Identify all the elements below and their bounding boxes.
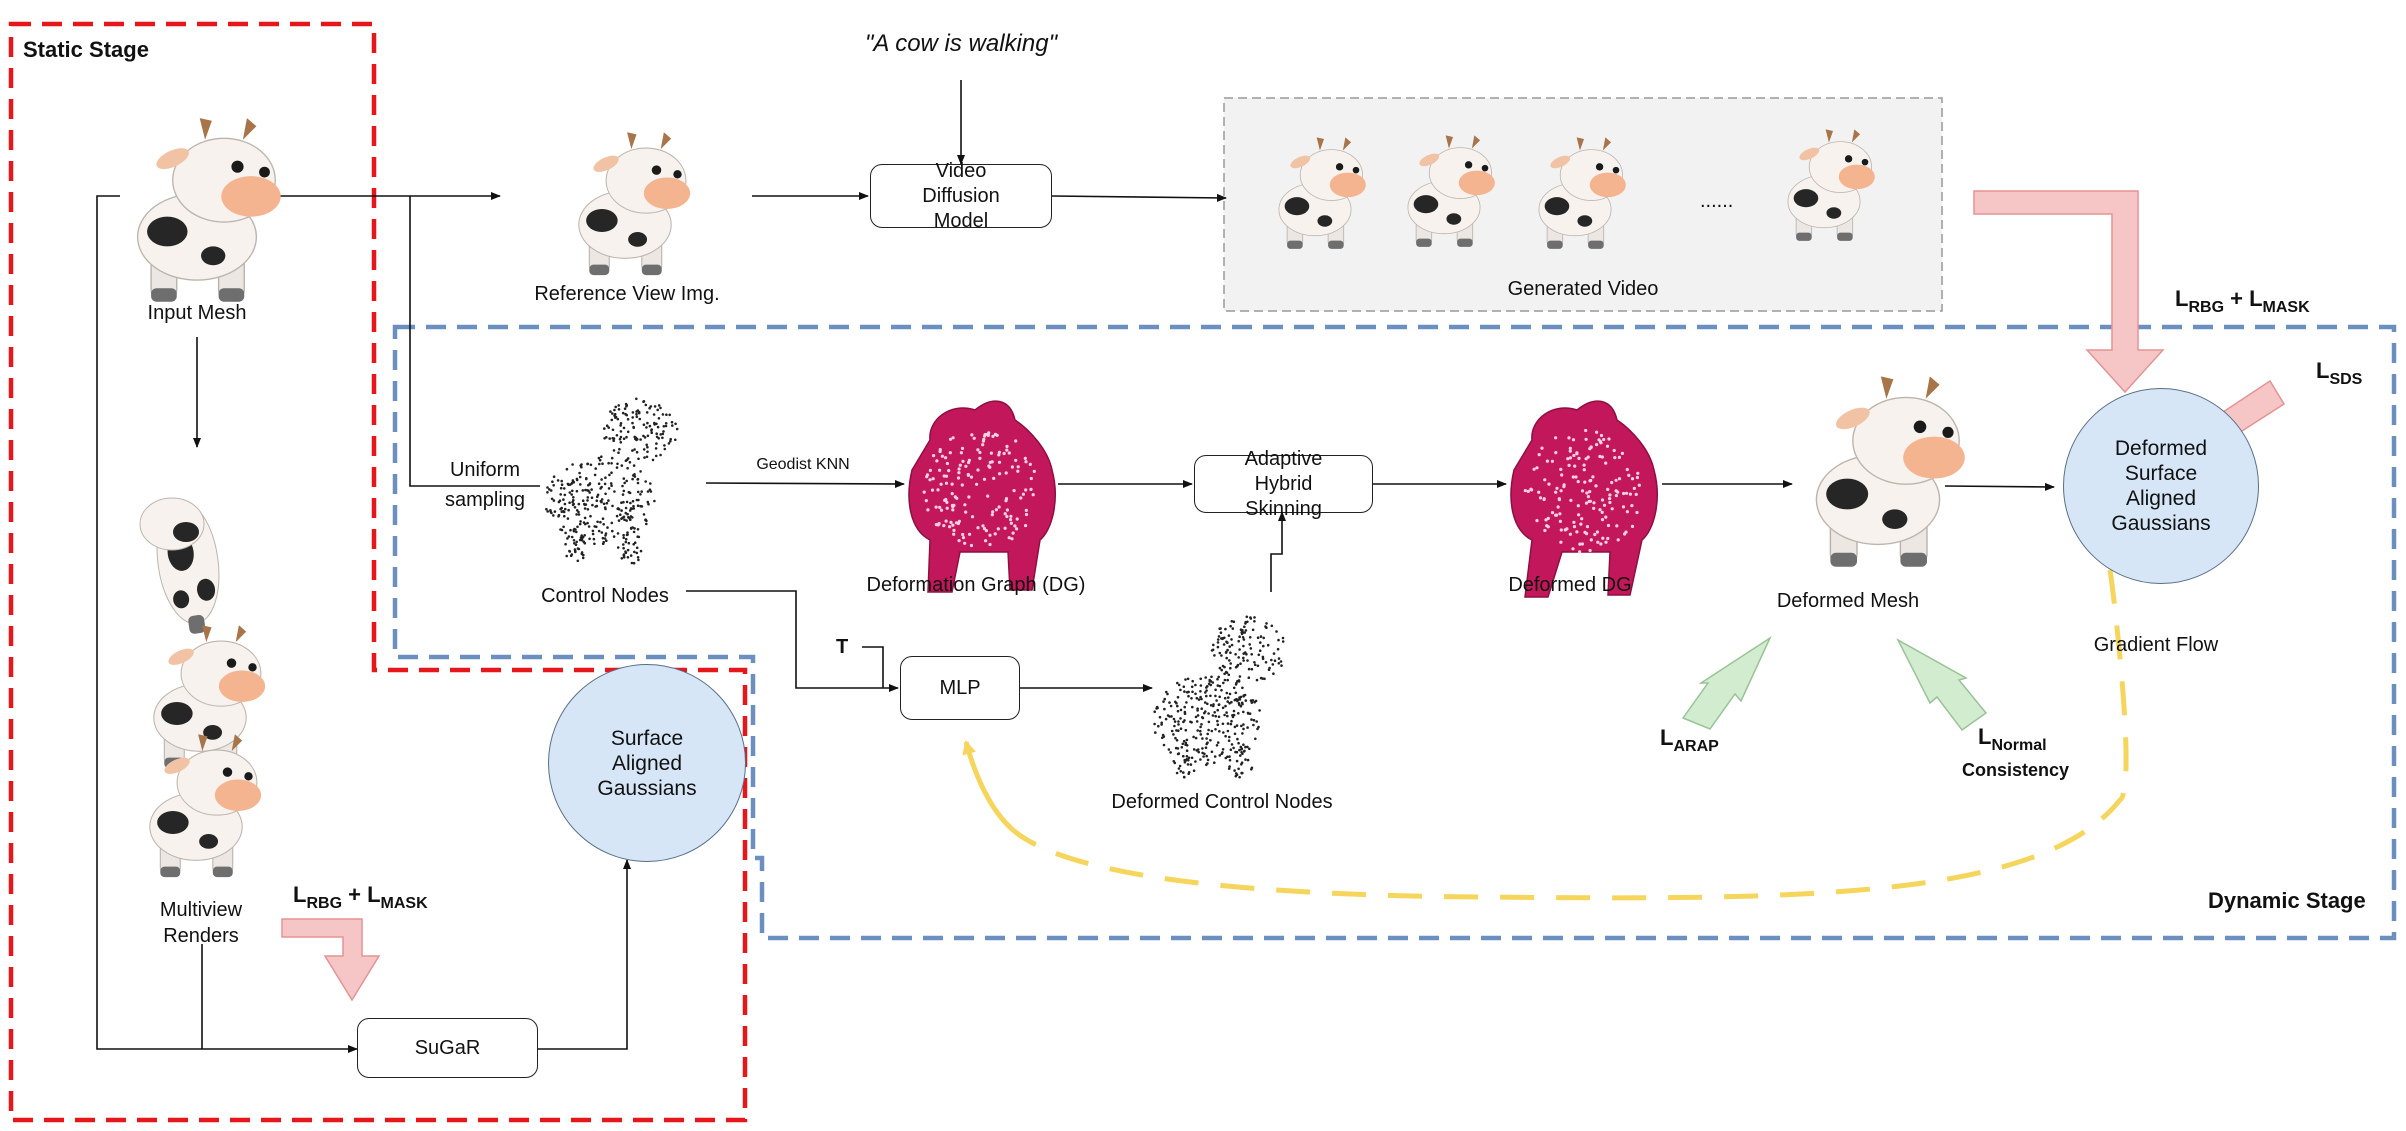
sugar-box: SuGaR xyxy=(357,1018,538,1078)
video-ellipsis: ...... xyxy=(1700,190,1734,212)
loss-normal-line2: Consistency xyxy=(1962,760,2070,780)
mlp-box: MLP xyxy=(900,656,1020,720)
sugar-label: SuGaR xyxy=(414,1036,481,1059)
arrow-t-to-mlp xyxy=(862,646,884,688)
adaptive-skinning-box: Adaptive Hybrid Skinning xyxy=(1194,448,1373,520)
deformed-gaussians-circle: Deformed Surface Aligned Gaussians xyxy=(2063,388,2259,584)
arrow-control-to-dg xyxy=(705,479,905,488)
deformation-graph-shape xyxy=(908,400,1056,593)
loss-video-rgb-mask: LRBG + LMASK xyxy=(2175,286,2310,316)
t-input-label: T xyxy=(836,636,849,658)
line-to-uniform-sampling xyxy=(409,196,540,487)
loss-arap: LARAP xyxy=(1660,725,1719,755)
surface-gaussians-circle: Surface Aligned Gaussians xyxy=(548,664,746,862)
dynamic-stage-border xyxy=(392,324,2397,941)
video-diffusion-box: Video Diffusion Model xyxy=(870,160,1052,232)
loss-normal: LNormal xyxy=(1978,724,2047,754)
loss-arrow-normal xyxy=(1896,638,1988,732)
video-diffusion-label: Video Diffusion Model xyxy=(922,159,1000,232)
loss-arrow-video xyxy=(1973,190,2165,394)
multiview-renders-label: Multiview Renders xyxy=(159,899,243,947)
loss-static-rgb-mask: LRBG + LMASK xyxy=(293,882,428,912)
mlp-label: MLP xyxy=(939,676,981,699)
loss-arrow-static xyxy=(281,918,381,1002)
line-left-to-sugar xyxy=(96,195,358,1053)
dynamic-stage-label: Dynamic Stage xyxy=(2208,888,2366,913)
input-mesh-label: Input Mesh xyxy=(147,302,247,324)
reference-view-cow xyxy=(578,131,691,276)
deformation-graph-label: Deformation Graph (DG) xyxy=(866,574,1086,596)
gradient-flow-label: Gradient Flow xyxy=(2093,634,2219,656)
input-mesh-cow xyxy=(136,117,282,303)
control-nodes-pointcloud xyxy=(545,397,679,565)
deformed-gaussians-label: Deformed Surface Aligned Gaussians xyxy=(2111,437,2211,535)
generated-video-label: Generated Video xyxy=(1507,278,1659,300)
arrow-vdm-to-video xyxy=(1051,193,1227,202)
reference-view-label: Reference View Img. xyxy=(534,283,720,305)
arrow-mesh-to-gaussians xyxy=(1944,482,2055,491)
deformed-control-nodes-label: Deformed Control Nodes xyxy=(1111,791,1333,813)
arrow-sugar-to-gaussians xyxy=(538,859,631,1050)
deformed-control-nodes-pointcloud xyxy=(1153,615,1285,779)
deformed-dg-label: Deformed DG xyxy=(1508,574,1632,596)
loss-sds: LSDS xyxy=(2316,358,2363,388)
arrow-dcn-to-skinning xyxy=(1270,511,1286,592)
surface-gaussians-label: Surface Aligned Gaussians xyxy=(597,726,697,800)
static-stage-border xyxy=(8,21,748,1123)
adaptive-skinning-label: Adaptive Hybrid Skinning xyxy=(1244,447,1323,520)
loss-arrow-arap xyxy=(1681,635,1772,730)
gradient-flow-arc xyxy=(1011,569,2129,901)
arrow-control-to-mlp xyxy=(686,590,899,692)
multiview-render-2 xyxy=(153,624,266,769)
static-stage-label: Static Stage xyxy=(23,37,149,62)
geodist-knn-label: Geodist KNN xyxy=(756,456,850,473)
uniform-sampling-label: Uniform sampling xyxy=(444,459,526,511)
deformed-dg-shape xyxy=(1510,400,1658,598)
deformed-mesh-label: Deformed Mesh xyxy=(1776,590,1920,612)
control-nodes-label: Control Nodes xyxy=(541,585,669,607)
gradient-flow-arc-tail xyxy=(962,740,1015,832)
deformed-mesh-cow xyxy=(1815,375,1966,568)
text-prompt: "A cow is walking" xyxy=(864,30,1058,57)
